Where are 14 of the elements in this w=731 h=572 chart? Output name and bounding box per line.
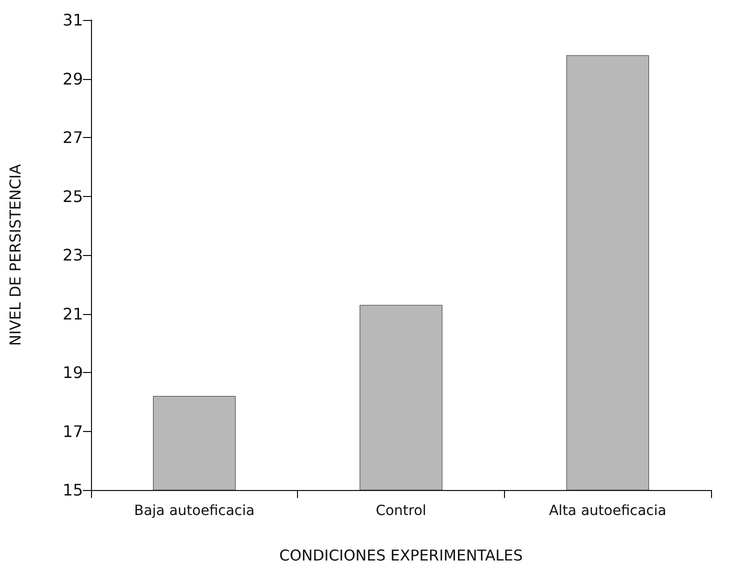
x-tick-label: Alta autoeficacia xyxy=(548,503,666,519)
y-tick-label: 29 xyxy=(62,69,83,88)
y-tick-label: 21 xyxy=(62,304,83,324)
x-tick-label: Control xyxy=(376,503,426,519)
y-tick-label: 15 xyxy=(62,480,83,500)
y-tick-label: 25 xyxy=(62,186,83,206)
x-axis-title: CONDICIONES EXPERIMENTALES xyxy=(279,546,523,564)
y-axis-title: NIVEL DE PERSISTENCIA xyxy=(6,163,24,346)
y-tick-label: 23 xyxy=(62,246,83,264)
y-tick-label: 27 xyxy=(62,128,83,147)
y-tick-label: 19 xyxy=(62,363,83,382)
x-tick-label: Baja autoeficacia xyxy=(134,503,255,519)
y-tick-label: 17 xyxy=(62,422,83,441)
y-tick-label: 31 xyxy=(62,10,83,30)
